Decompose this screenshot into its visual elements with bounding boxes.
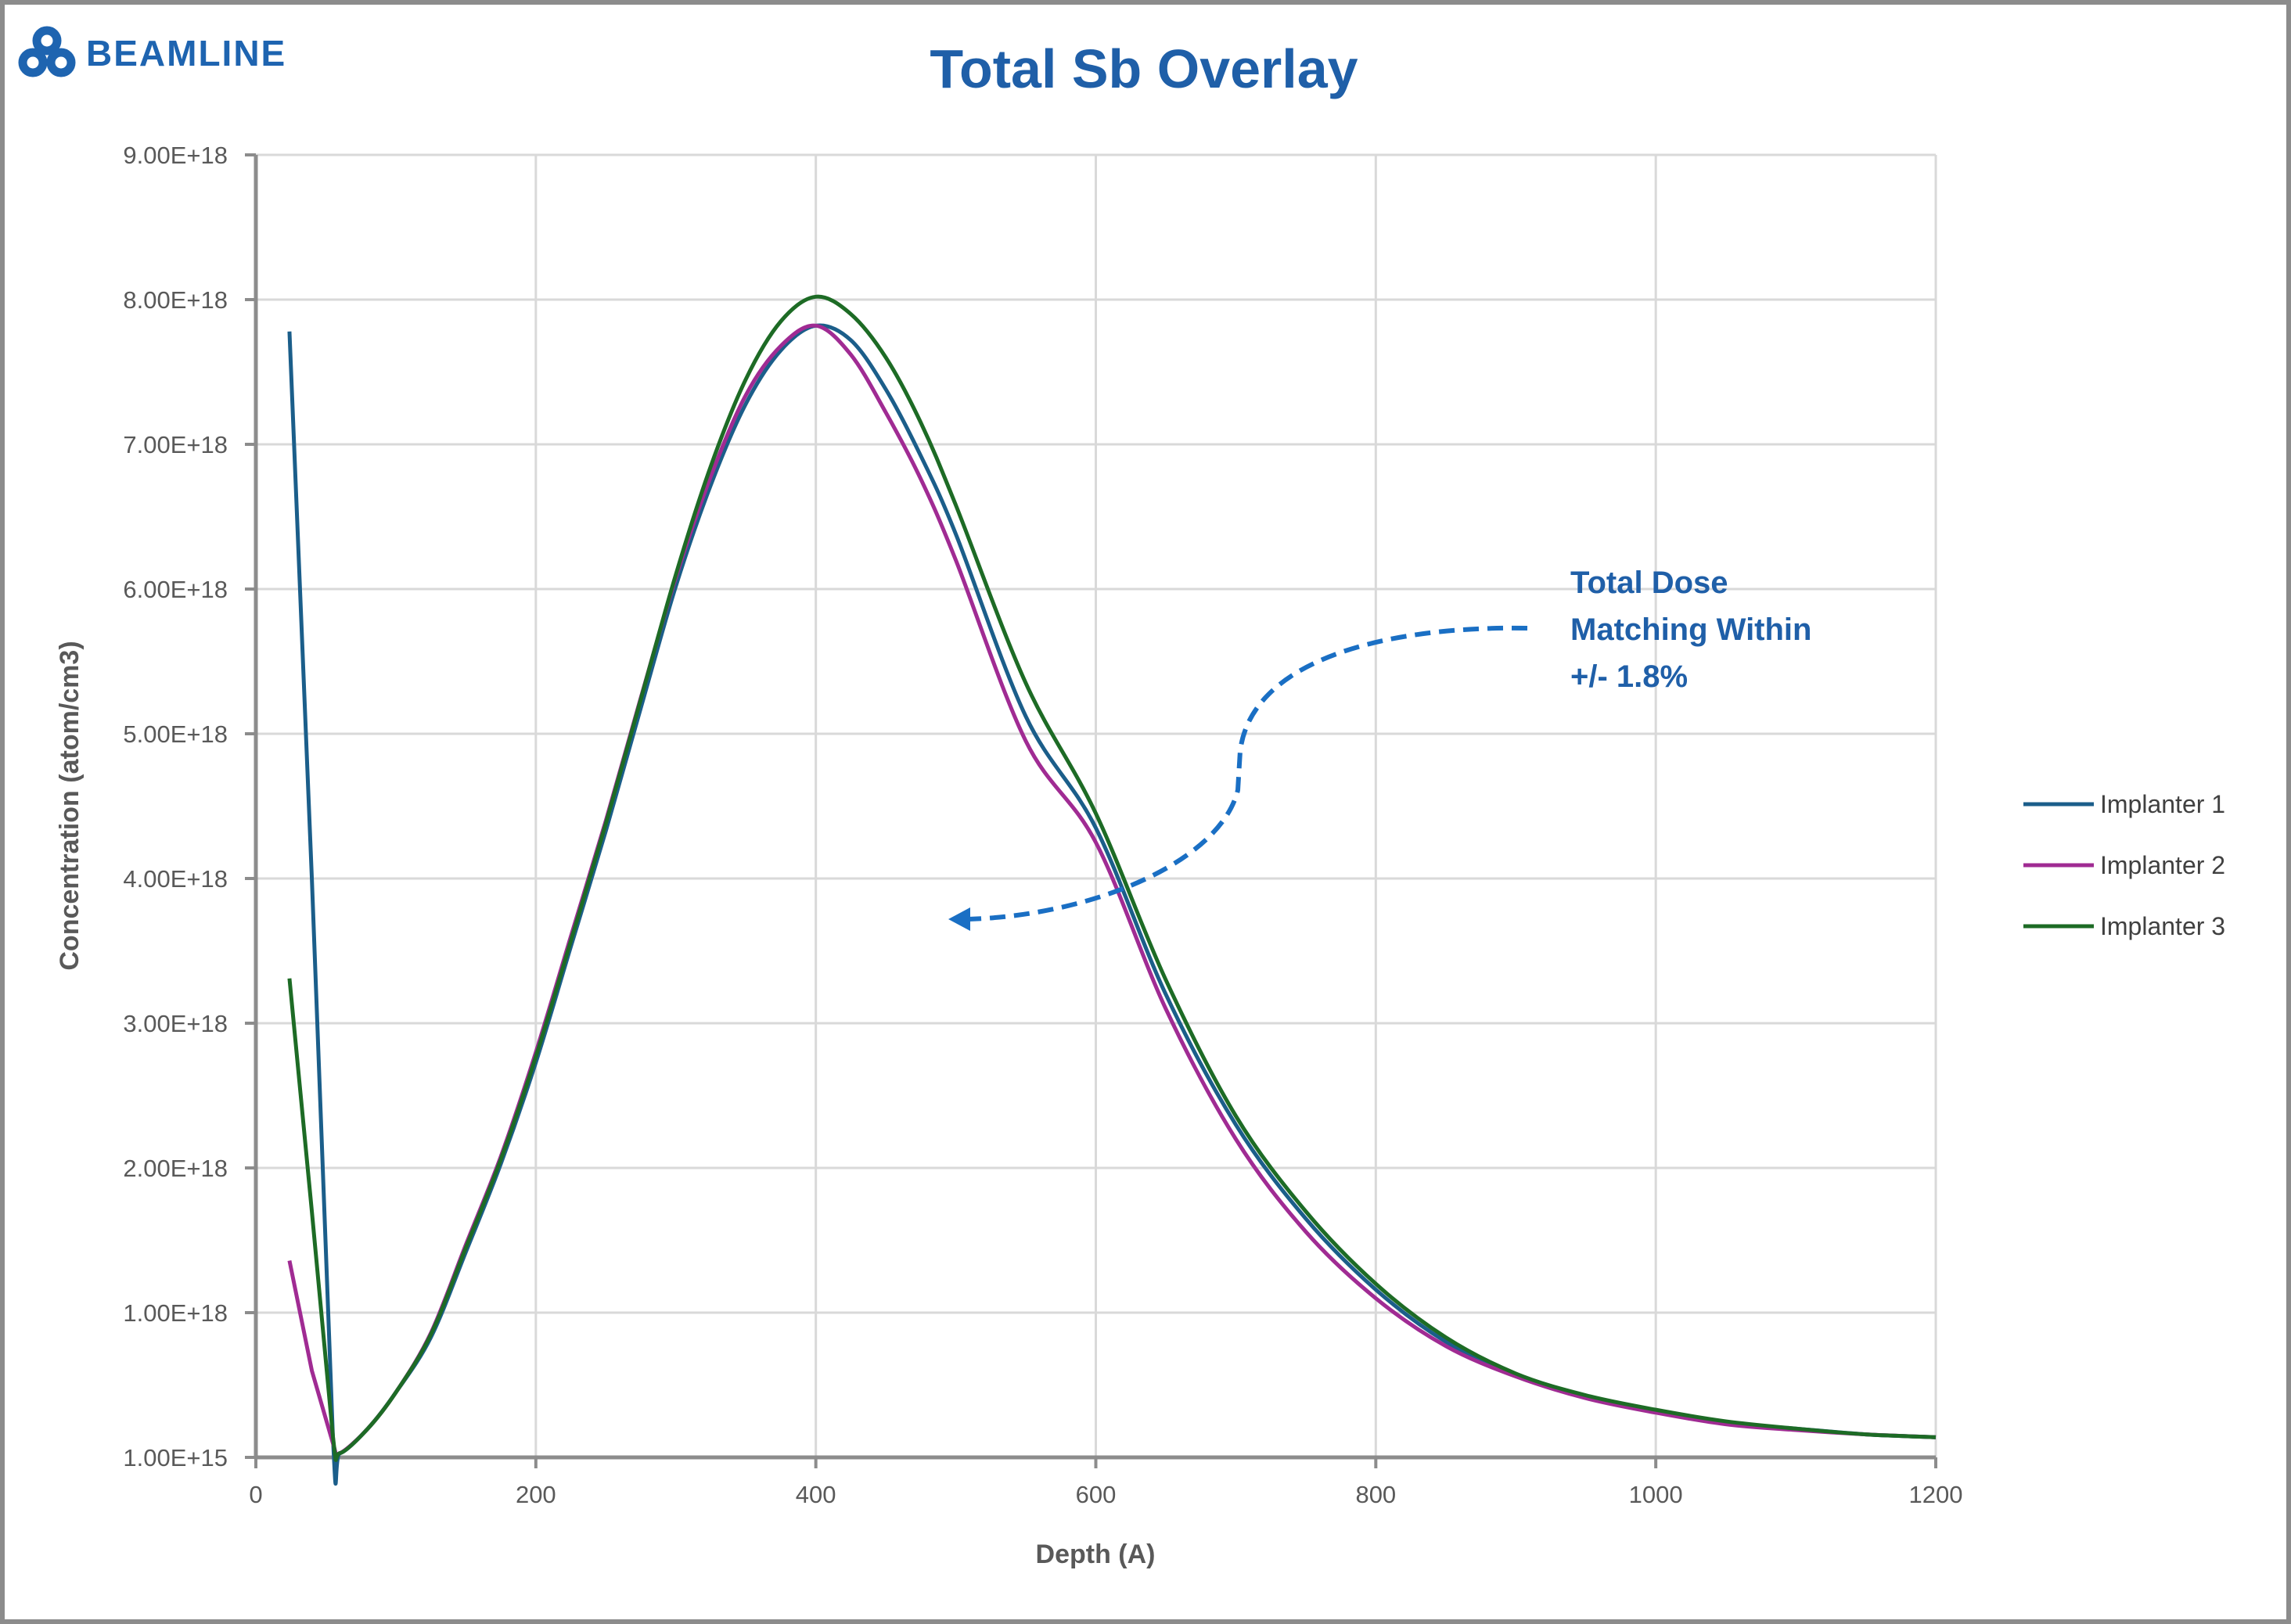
legend-item: Implanter 2 (2023, 851, 2225, 879)
y-axis-label: Concentration (atom/cm3) (55, 641, 85, 970)
legend-item: Implanter 3 (2023, 912, 2225, 940)
annotation-line-2: Matching Within (1570, 613, 1811, 647)
series-lines (287, 294, 1937, 1486)
annotation-line-3: +/- 1.8% (1570, 659, 1688, 694)
x-tick-label: 0 (249, 1481, 262, 1508)
y-tick-label: 2.00E+18 (123, 1155, 228, 1182)
legend-label: Implanter 3 (2100, 912, 2225, 940)
y-tick-label: 3.00E+18 (123, 1010, 228, 1037)
legend: Implanter 1 Implanter 2 Implanter 3 (2023, 790, 2225, 940)
y-tick-label: 7.00E+18 (123, 431, 228, 458)
arrowhead-icon (948, 907, 970, 931)
x-axis-label: Depth (A) (1036, 1540, 1156, 1569)
x-tick-label: 400 (796, 1481, 836, 1508)
x-tick-label: 200 (516, 1481, 556, 1508)
legend-label: Implanter 1 (2100, 790, 2225, 818)
y-tick-label: 6.00E+18 (123, 576, 228, 603)
y-tick-labels: 1.00E+15 1.00E+18 2.00E+18 3.00E+18 4.00E+18… (123, 142, 228, 1471)
y-tick-label: 9.00E+18 (123, 142, 228, 169)
annotation-line-1: Total Dose (1570, 566, 1728, 600)
logo-rings-icon (18, 26, 76, 77)
legend-label: Implanter 2 (2100, 851, 2225, 879)
y-tick-label: 5.00E+18 (123, 720, 228, 748)
x-tick-label: 1000 (1629, 1481, 1683, 1508)
x-tick-labels: 0 200 400 600 800 1000 1200 (249, 1481, 1962, 1508)
legend-item: Implanter 1 (2023, 790, 2225, 818)
x-tick-label: 1200 (1909, 1481, 1963, 1508)
annotation-arrow (968, 625, 1528, 922)
gridlines (256, 153, 1937, 1457)
annotation: Total Dose Matching Within +/- 1.8% (948, 566, 1811, 931)
series-line-implanter-3 (287, 294, 1937, 1462)
y-tick-label: 1.00E+18 (123, 1299, 228, 1327)
logo: BEAMLINE (18, 26, 286, 77)
y-tick-label: 8.00E+18 (123, 286, 228, 314)
axes (245, 153, 1937, 1468)
y-tick-label: 1.00E+15 (123, 1444, 228, 1471)
y-tick-label: 4.00E+18 (123, 865, 228, 893)
logo-text: BEAMLINE (86, 33, 286, 74)
x-tick-label: 600 (1076, 1481, 1117, 1508)
chart-title: Total Sb Overlay (930, 38, 1358, 99)
x-tick-label: 800 (1355, 1481, 1396, 1508)
